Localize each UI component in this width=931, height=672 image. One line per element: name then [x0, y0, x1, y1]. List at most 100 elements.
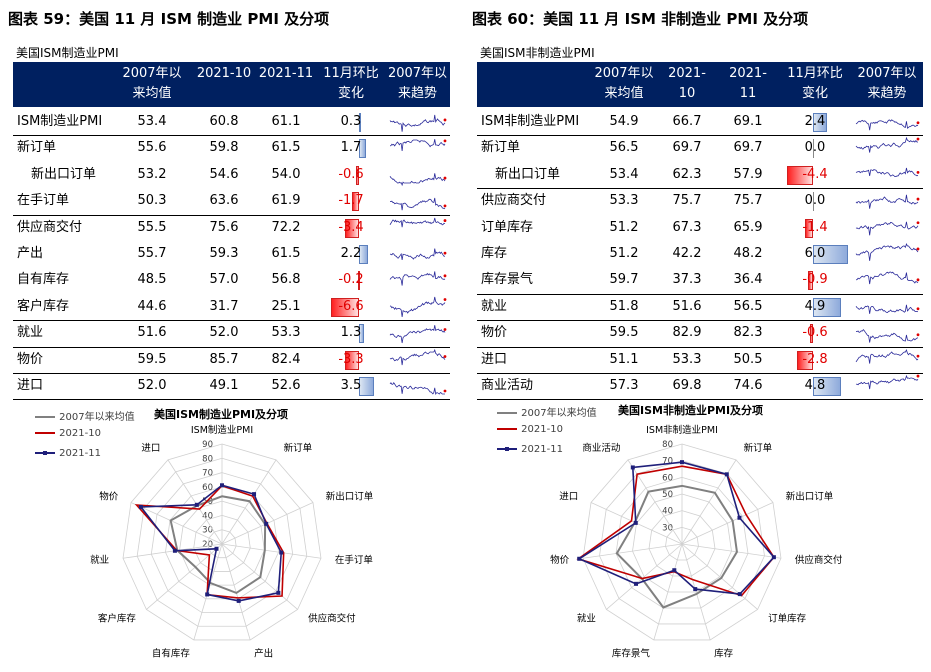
change-bar	[796, 350, 813, 370]
header-line: 2007年以	[387, 66, 448, 81]
trend-sparkline	[855, 167, 920, 177]
data-point	[680, 460, 684, 465]
row-label: 物价	[481, 325, 508, 341]
legend-label: 2007年以来均值	[56, 412, 135, 423]
axis-label: 进口	[141, 443, 160, 454]
latest-point	[916, 307, 920, 310]
axis-label: 在手订单	[335, 554, 374, 566]
data-point	[577, 556, 582, 561]
table-row: 新订单 56.5 69.7 69.7 0.0	[477, 135, 923, 161]
grid-ring	[150, 472, 294, 613]
value-oct: 62.3	[672, 166, 702, 182]
value-nov: 82.3	[733, 325, 763, 341]
latest-point	[443, 354, 447, 358]
header-line: 来均值	[132, 86, 172, 101]
manufacturing-panel: 图表 59：美国 11 月 ISM 制造业 PMI 及分项 美国ISM制造业PM…	[6, 0, 461, 672]
row-label: 进口	[481, 351, 508, 367]
table-row: 客户库存 44.6 31.7 25.1 -6.6	[13, 294, 450, 320]
value-avg: 59.5	[137, 351, 167, 367]
change-bar	[356, 165, 359, 185]
value-nov: 75.7	[733, 193, 763, 209]
value-oct: 59.8	[209, 140, 239, 156]
value-oct: 66.7	[672, 114, 702, 129]
trend-sparkline	[389, 381, 447, 396]
radial-tick-label: 70	[202, 469, 213, 479]
row-label: 新出口订单	[495, 166, 561, 182]
change-value: 1.3	[340, 325, 362, 341]
axis-label: 进口	[559, 492, 578, 503]
value-avg: 53.4	[609, 166, 639, 182]
value-nov: 72.2	[271, 219, 301, 235]
value-nov: 61.5	[271, 140, 301, 156]
value-nov: 54.0	[271, 166, 301, 182]
table-row: 进口 52.0 49.1 52.6 3.5	[13, 373, 450, 399]
value-avg: 53.4	[137, 114, 167, 129]
latest-point	[916, 220, 920, 224]
header-line: 11	[739, 86, 757, 101]
trend-sparkline	[389, 248, 447, 261]
legend-label: 2021-10	[56, 428, 101, 439]
axis-spoke	[221, 543, 322, 559]
legend-item: 2007年以来均值	[34, 408, 135, 423]
value-oct: 51.6	[672, 298, 702, 314]
change-value: -4.4	[802, 166, 828, 182]
grid-ring	[599, 460, 765, 625]
trend-line	[855, 242, 919, 261]
value-oct: 63.6	[209, 193, 239, 209]
change-bar	[787, 165, 813, 185]
row-label: 订单库存	[481, 219, 534, 235]
value-nov: 65.9	[733, 219, 763, 235]
table-row: 新出口订单 53.2 54.6 54.0 -0.6	[13, 162, 450, 188]
trend-sparkline	[389, 348, 447, 365]
axis-label: 供应商交付	[795, 554, 843, 566]
header-line: 2021-	[729, 66, 767, 81]
figure-title: 图表 59：美国 11 月 ISM 制造业 PMI 及分项	[8, 10, 330, 28]
trend-line	[855, 137, 919, 154]
value-avg: 53.2	[137, 166, 167, 182]
data-point	[634, 581, 639, 586]
radar-chart: 2007年以来均值 2021-10 2021-11 美国ISM制造业PMI及分项 2…	[6, 404, 461, 672]
axis-spoke	[582, 543, 683, 559]
row-label: 就业	[481, 298, 508, 314]
legend-item: 2021-11	[34, 448, 101, 459]
row-separator	[477, 399, 923, 401]
grid-ring	[615, 476, 749, 609]
radial-tick-label: 20	[202, 540, 213, 550]
grid-ring	[648, 510, 716, 577]
grid-ring	[122, 443, 322, 641]
axis-spoke	[122, 543, 223, 559]
trend-sparkline	[389, 139, 447, 152]
value-nov: 25.1	[271, 298, 301, 314]
axis-spoke	[167, 459, 223, 545]
grid-ring	[165, 486, 279, 600]
change-bar	[358, 271, 361, 291]
change-bar	[807, 271, 813, 291]
trend-sparkline	[389, 114, 447, 132]
header-line: 2007年以	[594, 66, 654, 81]
latest-point	[916, 354, 920, 358]
row-label: 新出口订单	[31, 166, 97, 182]
value-oct: 31.7	[209, 298, 239, 314]
trend-line	[855, 329, 919, 343]
header-line: 11月环比	[323, 66, 379, 81]
value-oct: 52.0	[209, 325, 239, 341]
value-oct: 69.7	[672, 140, 702, 156]
value-avg: 51.8	[609, 298, 639, 314]
value-nov: 53.3	[271, 325, 301, 341]
data-point	[236, 598, 241, 603]
value-nov: 61.5	[271, 246, 301, 261]
trend-sparkline	[855, 242, 920, 261]
change-bar	[813, 113, 827, 132]
axis-spoke	[681, 543, 758, 610]
radar-svg: 2030405060708090ISM制造业PMI新订单新出口订单在手订单供应商…	[90, 424, 374, 659]
table-row: 新订单 55.6 59.8 61.5 1.7	[13, 135, 450, 161]
table-caption: 美国ISM制造业PMI	[16, 46, 119, 60]
header-cell: 2007年以 来趋势	[385, 62, 450, 107]
axis-label: 新订单	[284, 442, 313, 454]
radial-tick-label: 60	[202, 483, 213, 493]
data-point	[724, 472, 729, 477]
axis-label: 供应商交付	[308, 613, 356, 625]
value-avg: 59.7	[609, 272, 639, 288]
radial-tick-label: 30	[202, 526, 213, 536]
